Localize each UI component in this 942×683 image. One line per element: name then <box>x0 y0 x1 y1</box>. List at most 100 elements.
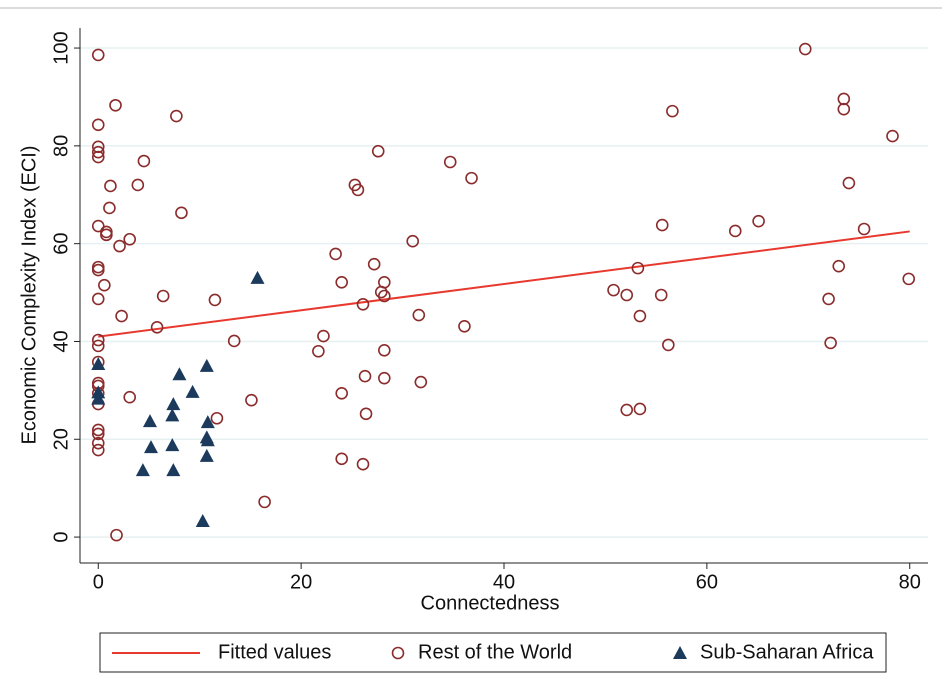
x-tick-label: 20 <box>290 571 312 593</box>
circle-point <box>170 109 183 123</box>
circle-point <box>412 308 426 322</box>
circle-point <box>175 206 188 220</box>
triangle-point <box>185 384 200 398</box>
triangle-point <box>199 448 214 462</box>
circle-point <box>633 309 647 323</box>
triangle-point <box>91 391 106 405</box>
circle-point <box>329 247 342 261</box>
circle-point <box>131 178 145 192</box>
triangle-point <box>250 270 265 284</box>
circle-point <box>378 371 391 385</box>
circle-point <box>356 457 370 471</box>
legend-marker <box>391 646 405 660</box>
circle-point <box>208 293 222 307</box>
y-tick-label: 0 <box>50 532 72 543</box>
circle-point <box>842 176 856 190</box>
circle-point <box>886 129 899 143</box>
circle-point <box>857 222 871 236</box>
triangle-point <box>172 367 187 381</box>
circle-point <box>752 214 765 228</box>
circle-point <box>620 288 634 302</box>
x-tick-label: 0 <box>93 571 104 593</box>
circle-point <box>458 320 471 333</box>
circle-point <box>91 145 105 159</box>
circle-point <box>210 411 224 425</box>
circle-point <box>902 272 916 286</box>
circle-point <box>335 275 349 289</box>
circle-point <box>104 179 117 193</box>
circle-point <box>655 218 669 232</box>
y-tick-label: 40 <box>50 330 72 352</box>
circle-point <box>137 154 151 168</box>
circle-point <box>414 375 428 389</box>
circle-point <box>443 155 457 169</box>
x-axis-title: Connectedness <box>421 592 560 614</box>
circle-point <box>371 144 385 158</box>
circle-point <box>91 436 105 450</box>
circle-point <box>359 407 373 421</box>
circle-point <box>103 201 116 215</box>
circle-point <box>258 495 271 509</box>
circle-point <box>317 329 330 343</box>
circle-point <box>824 336 837 350</box>
circle-point <box>91 292 105 306</box>
triangle-point <box>144 440 159 454</box>
circle-point <box>335 387 349 400</box>
y-axis-title: Economic Complexity Index (ECI) <box>18 146 40 445</box>
triangle-point <box>142 414 157 428</box>
circle-point <box>156 289 170 303</box>
circle-point <box>91 339 105 353</box>
fit-line <box>98 230 910 338</box>
circle-point <box>837 102 851 116</box>
circle-point <box>113 239 126 253</box>
circle-point <box>654 288 668 302</box>
circle-point <box>728 224 742 238</box>
circle-point <box>351 183 365 197</box>
circle-point <box>227 334 241 348</box>
circle-point <box>109 98 122 112</box>
triangle-point <box>200 415 215 429</box>
triangle-point <box>199 358 214 372</box>
circle-point <box>335 452 349 466</box>
circle-point <box>798 42 812 56</box>
x-tick-label: 40 <box>493 571 515 593</box>
triangle-point <box>165 408 180 422</box>
circle-point <box>123 232 137 246</box>
circle-point <box>91 118 105 132</box>
x-tick-label: 60 <box>696 571 718 593</box>
circle-point <box>98 278 111 292</box>
circle-point <box>312 344 325 358</box>
x-tick-label: 80 <box>899 571 921 593</box>
circle-point <box>100 228 113 242</box>
triangle-point <box>166 463 181 477</box>
circle-point <box>837 92 851 106</box>
circle-point <box>110 528 123 542</box>
circle-point <box>91 263 105 277</box>
circle-point <box>91 443 105 457</box>
circle-point <box>465 171 478 185</box>
circle-point <box>115 309 128 323</box>
triangle-point <box>135 463 150 477</box>
circle-point <box>91 150 105 164</box>
triangle-point <box>91 356 106 370</box>
circle-point <box>378 289 391 303</box>
circle-point <box>832 259 846 273</box>
circle-point <box>150 320 164 334</box>
circle-point <box>666 104 679 118</box>
circle-point <box>91 427 105 441</box>
circle-point <box>378 275 391 289</box>
circle-point <box>356 298 370 311</box>
circle-point <box>245 393 258 407</box>
circle-point <box>91 219 105 233</box>
triangle-point <box>165 438 180 452</box>
circle-point <box>91 333 105 347</box>
circle-point <box>91 423 105 437</box>
circle-point <box>633 402 647 416</box>
triangle-point <box>195 513 210 527</box>
triangle-point <box>166 397 181 411</box>
legend-box <box>99 632 887 673</box>
circle-point <box>662 338 675 352</box>
circle-point <box>378 343 391 357</box>
legend-label: Rest of the World <box>418 641 572 663</box>
